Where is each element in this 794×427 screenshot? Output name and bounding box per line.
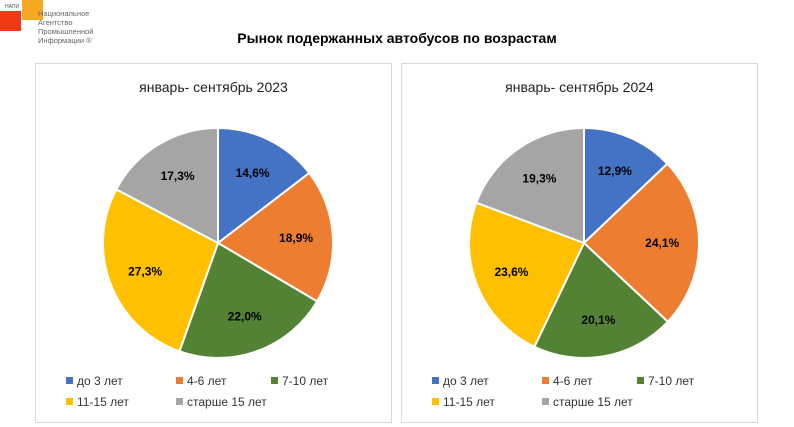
legend-item: 11-15 лет xyxy=(66,395,129,409)
data-label: 14,6% xyxy=(236,166,270,180)
chart-title: январь- сентябрь 2023 xyxy=(139,79,288,95)
pie-slice xyxy=(582,162,700,324)
legend-item: 7-10 лет xyxy=(271,374,328,388)
logo-line: Национальное xyxy=(38,9,90,18)
data-label: 17,3% xyxy=(161,169,195,183)
legend-swatch xyxy=(432,377,439,384)
chart-title: январь- сентябрь 2024 xyxy=(505,79,654,95)
legend-item: 4-6 лет xyxy=(542,374,592,388)
legend-swatch xyxy=(176,398,183,405)
legend-item: до 3 лет xyxy=(66,374,123,388)
legend-swatch xyxy=(271,377,278,384)
data-label: 22,0% xyxy=(228,310,262,324)
legend-label: 7-10 лет xyxy=(282,374,329,388)
data-label: 23,6% xyxy=(494,265,528,279)
legend-item: старше 15 лет xyxy=(542,395,633,409)
pie-slice xyxy=(217,126,311,246)
legend-item: 11-15 лет xyxy=(432,395,495,409)
logo-line: Промышленной xyxy=(38,27,94,36)
pie-slice xyxy=(583,126,669,246)
legend-label: до 3 лет xyxy=(77,374,123,388)
legend-item: до 3 лет xyxy=(432,374,489,388)
legend-swatch xyxy=(432,398,439,405)
pie-chart: 14,6% 18,9% 22,0% 27,3% 17,3% xyxy=(102,126,334,359)
pie-chart: 12,9% 24,1% 20,1% 23,6% 19,3% xyxy=(468,126,700,359)
legend-label: 4-6 лет xyxy=(553,374,593,388)
legend-swatch xyxy=(542,398,549,405)
pie-slice xyxy=(102,188,220,353)
pie-slice xyxy=(475,126,585,245)
legend-swatch xyxy=(542,377,549,384)
page-title: Рынок подержанных автобусов по возрастам xyxy=(237,30,557,46)
pie-slice xyxy=(178,241,319,359)
chart-panel-2024: январь- сентябрь 2024 12,9% 24,1% 20,1% 23,… xyxy=(401,63,758,423)
logo-line: Агентство xyxy=(38,18,73,27)
logo-orange-square xyxy=(22,0,43,20)
logo-abbrev: НАПИ xyxy=(5,4,20,10)
data-label: 12,9% xyxy=(598,164,632,178)
logo: НАПИ Национальное Агентство Промышленной Ин… xyxy=(0,0,100,55)
legend-label: старше 15 лет xyxy=(187,395,267,409)
legend-swatch xyxy=(637,377,644,384)
legend-swatch xyxy=(66,398,73,405)
data-label: 24,1% xyxy=(645,236,679,250)
chart-panel-2023: январь- сентябрь 2023 14,6% 18,9% 22,0% 27,… xyxy=(35,63,392,423)
legend-label: старше 15 лет xyxy=(553,395,633,409)
pie-slice xyxy=(216,171,334,303)
data-label: 20,1% xyxy=(581,313,615,327)
legend-label: 7-10 лет xyxy=(648,374,695,388)
data-label: 18,9% xyxy=(279,231,313,245)
legend-swatch xyxy=(66,377,73,384)
legend-label: 11-15 лет xyxy=(77,395,129,409)
legend-label: до 3 лет xyxy=(443,374,489,388)
legend-item: старше 15 лет xyxy=(176,395,267,409)
pie-slice xyxy=(114,126,219,245)
logo-red-square xyxy=(0,11,21,31)
legend-label: 11-15 лет xyxy=(443,395,495,409)
legend-label: 4-6 лет xyxy=(187,374,227,388)
logo-line: Информации ® xyxy=(38,36,92,45)
data-label: 19,3% xyxy=(522,172,556,186)
pie-slice xyxy=(468,201,586,349)
data-label: 27,3% xyxy=(128,264,162,278)
logo-text: Национальное Агентство Промышленной Информа… xyxy=(38,9,108,45)
legend-swatch xyxy=(176,377,183,384)
pie-slice xyxy=(533,241,670,359)
legend-item: 4-6 лет xyxy=(176,374,226,388)
legend-item: 7-10 лет xyxy=(637,374,694,388)
